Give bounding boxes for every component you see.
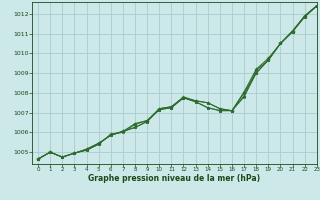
X-axis label: Graphe pression niveau de la mer (hPa): Graphe pression niveau de la mer (hPa)	[88, 174, 260, 183]
